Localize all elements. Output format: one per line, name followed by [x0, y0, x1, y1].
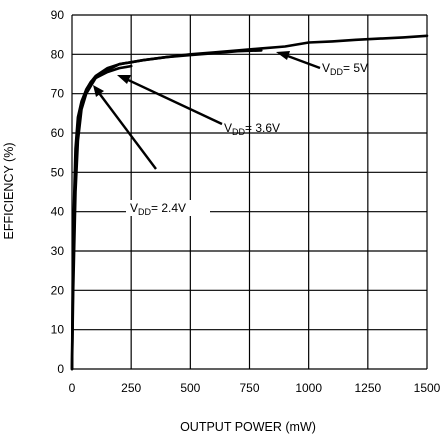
y-tick-label: 20	[51, 283, 65, 297]
y-axis-label: EFFICIENCY (%)	[2, 143, 16, 240]
y-tick-label: 90	[51, 8, 65, 22]
annotation-vdd-3v6-rest: = 3.6V	[245, 121, 280, 135]
x-tick-label: 1500	[414, 381, 441, 395]
y-tick-labels: 0 10 20 30 40 50 60 70 80 90	[51, 8, 65, 376]
annotation-leader-3v6	[125, 77, 223, 126]
y-tick-label: 10	[51, 323, 65, 337]
y-tick-label: 30	[51, 244, 65, 258]
annotation-vdd-3v6-sub: DD	[232, 127, 245, 137]
arrowhead-2v4	[93, 85, 104, 97]
annotation-vdd-2v4-sub: DD	[138, 207, 151, 217]
series-lines	[70, 34, 429, 371]
annotation-vdd-5v-sub: DD	[330, 67, 343, 77]
y-tick-label: 40	[51, 205, 65, 219]
annotation-vdd-5v: VDD= 5V	[322, 61, 368, 77]
x-tick-label: 1000	[295, 381, 322, 395]
arrowhead-5v	[276, 51, 290, 60]
annotation-vdd-5v-main: V	[322, 61, 330, 75]
annotation-vdd-3v6: VDD= 3.6V	[224, 121, 280, 137]
annotation-bg-2v4	[126, 200, 210, 216]
x-tick-label: 1250	[354, 381, 381, 395]
annotations: VDD= 5V VDD= 3.6V VDD= 2.4V	[93, 51, 368, 217]
annotation-leader-5v	[284, 53, 321, 70]
x-axis-label: OUTPUT POWER (mW)	[180, 420, 316, 434]
annotation-vdd-2v4-main: V	[130, 201, 138, 215]
y-tick-label: 70	[51, 87, 65, 101]
annotation-vdd-3v6-main: V	[224, 121, 232, 135]
x-tick-label: 0	[69, 381, 76, 395]
y-tick-label: 80	[51, 47, 65, 61]
x-tick-label: 750	[239, 381, 259, 395]
y-tick-label: 60	[51, 126, 65, 140]
annotation-vdd-2v4: VDD= 2.4V	[130, 201, 186, 217]
arrowhead-3v6	[117, 75, 131, 84]
x-tick-label: 250	[121, 381, 141, 395]
annotation-leader-2v4	[98, 92, 157, 170]
x-tick-labels: 0 250 500 750 1000 1250 1500	[69, 381, 441, 395]
y-tick-label: 0	[57, 362, 64, 376]
annotation-vdd-2v4-rest: = 2.4V	[151, 201, 186, 215]
x-tick-label: 500	[180, 381, 200, 395]
y-tick-label: 50	[51, 165, 65, 179]
series-line-vdd-2v4	[70, 64, 133, 371]
annotation-vdd-5v-rest: = 5V	[343, 61, 368, 75]
